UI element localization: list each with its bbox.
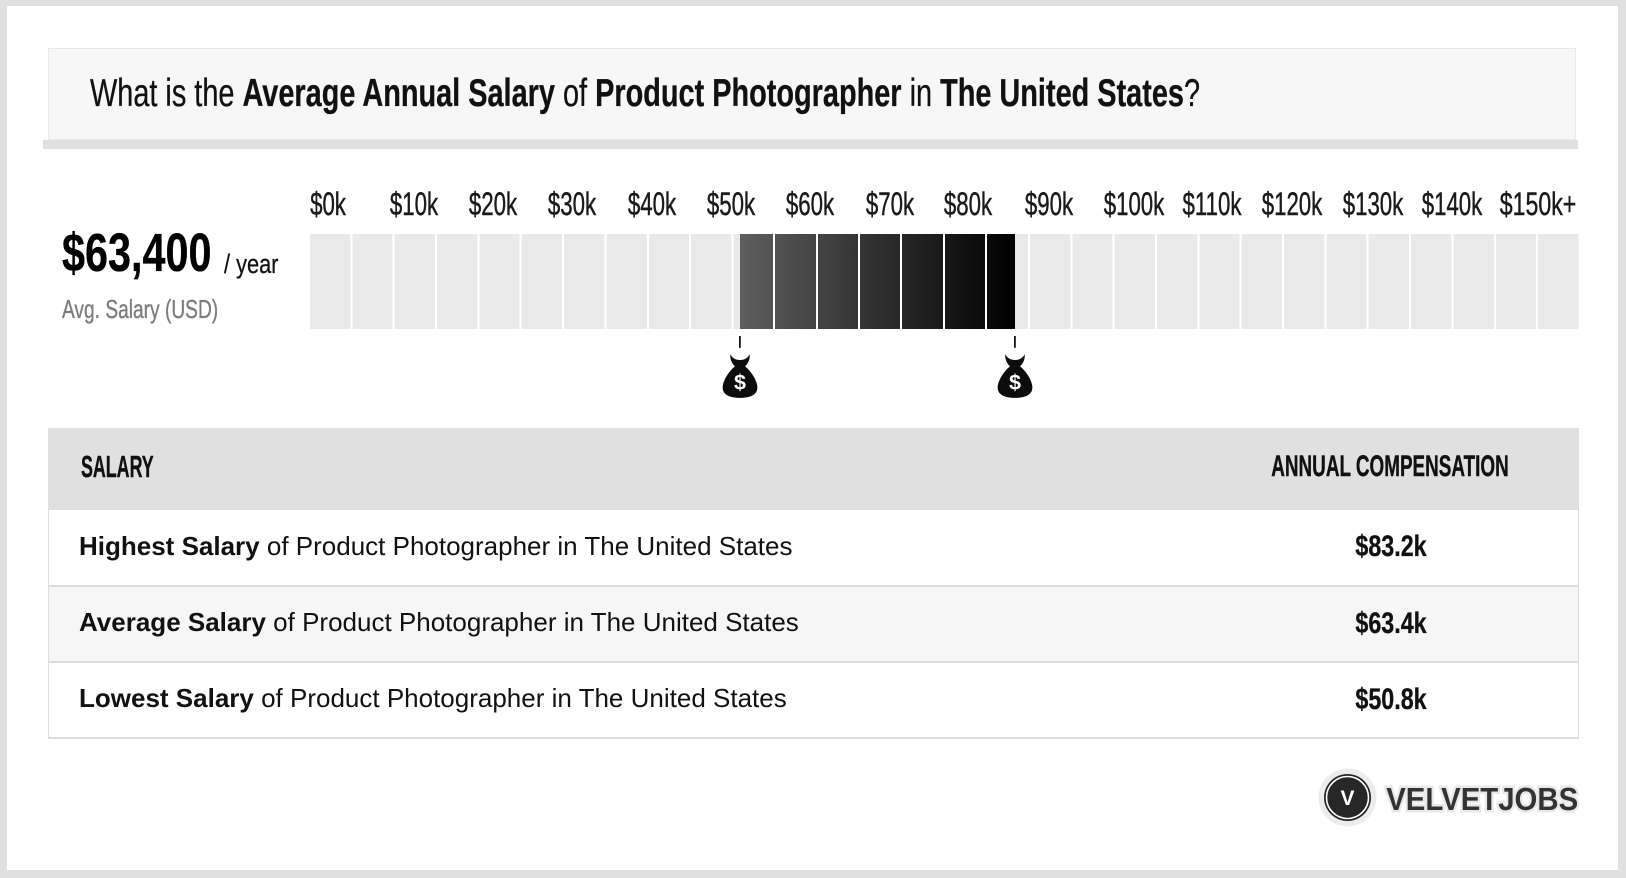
svg-text:$: $ [734, 370, 746, 394]
svg-text:VELVETJOBS: VELVETJOBS [1386, 781, 1578, 817]
svg-text:V: V [1340, 787, 1354, 810]
svg-text:$: $ [1009, 370, 1021, 394]
